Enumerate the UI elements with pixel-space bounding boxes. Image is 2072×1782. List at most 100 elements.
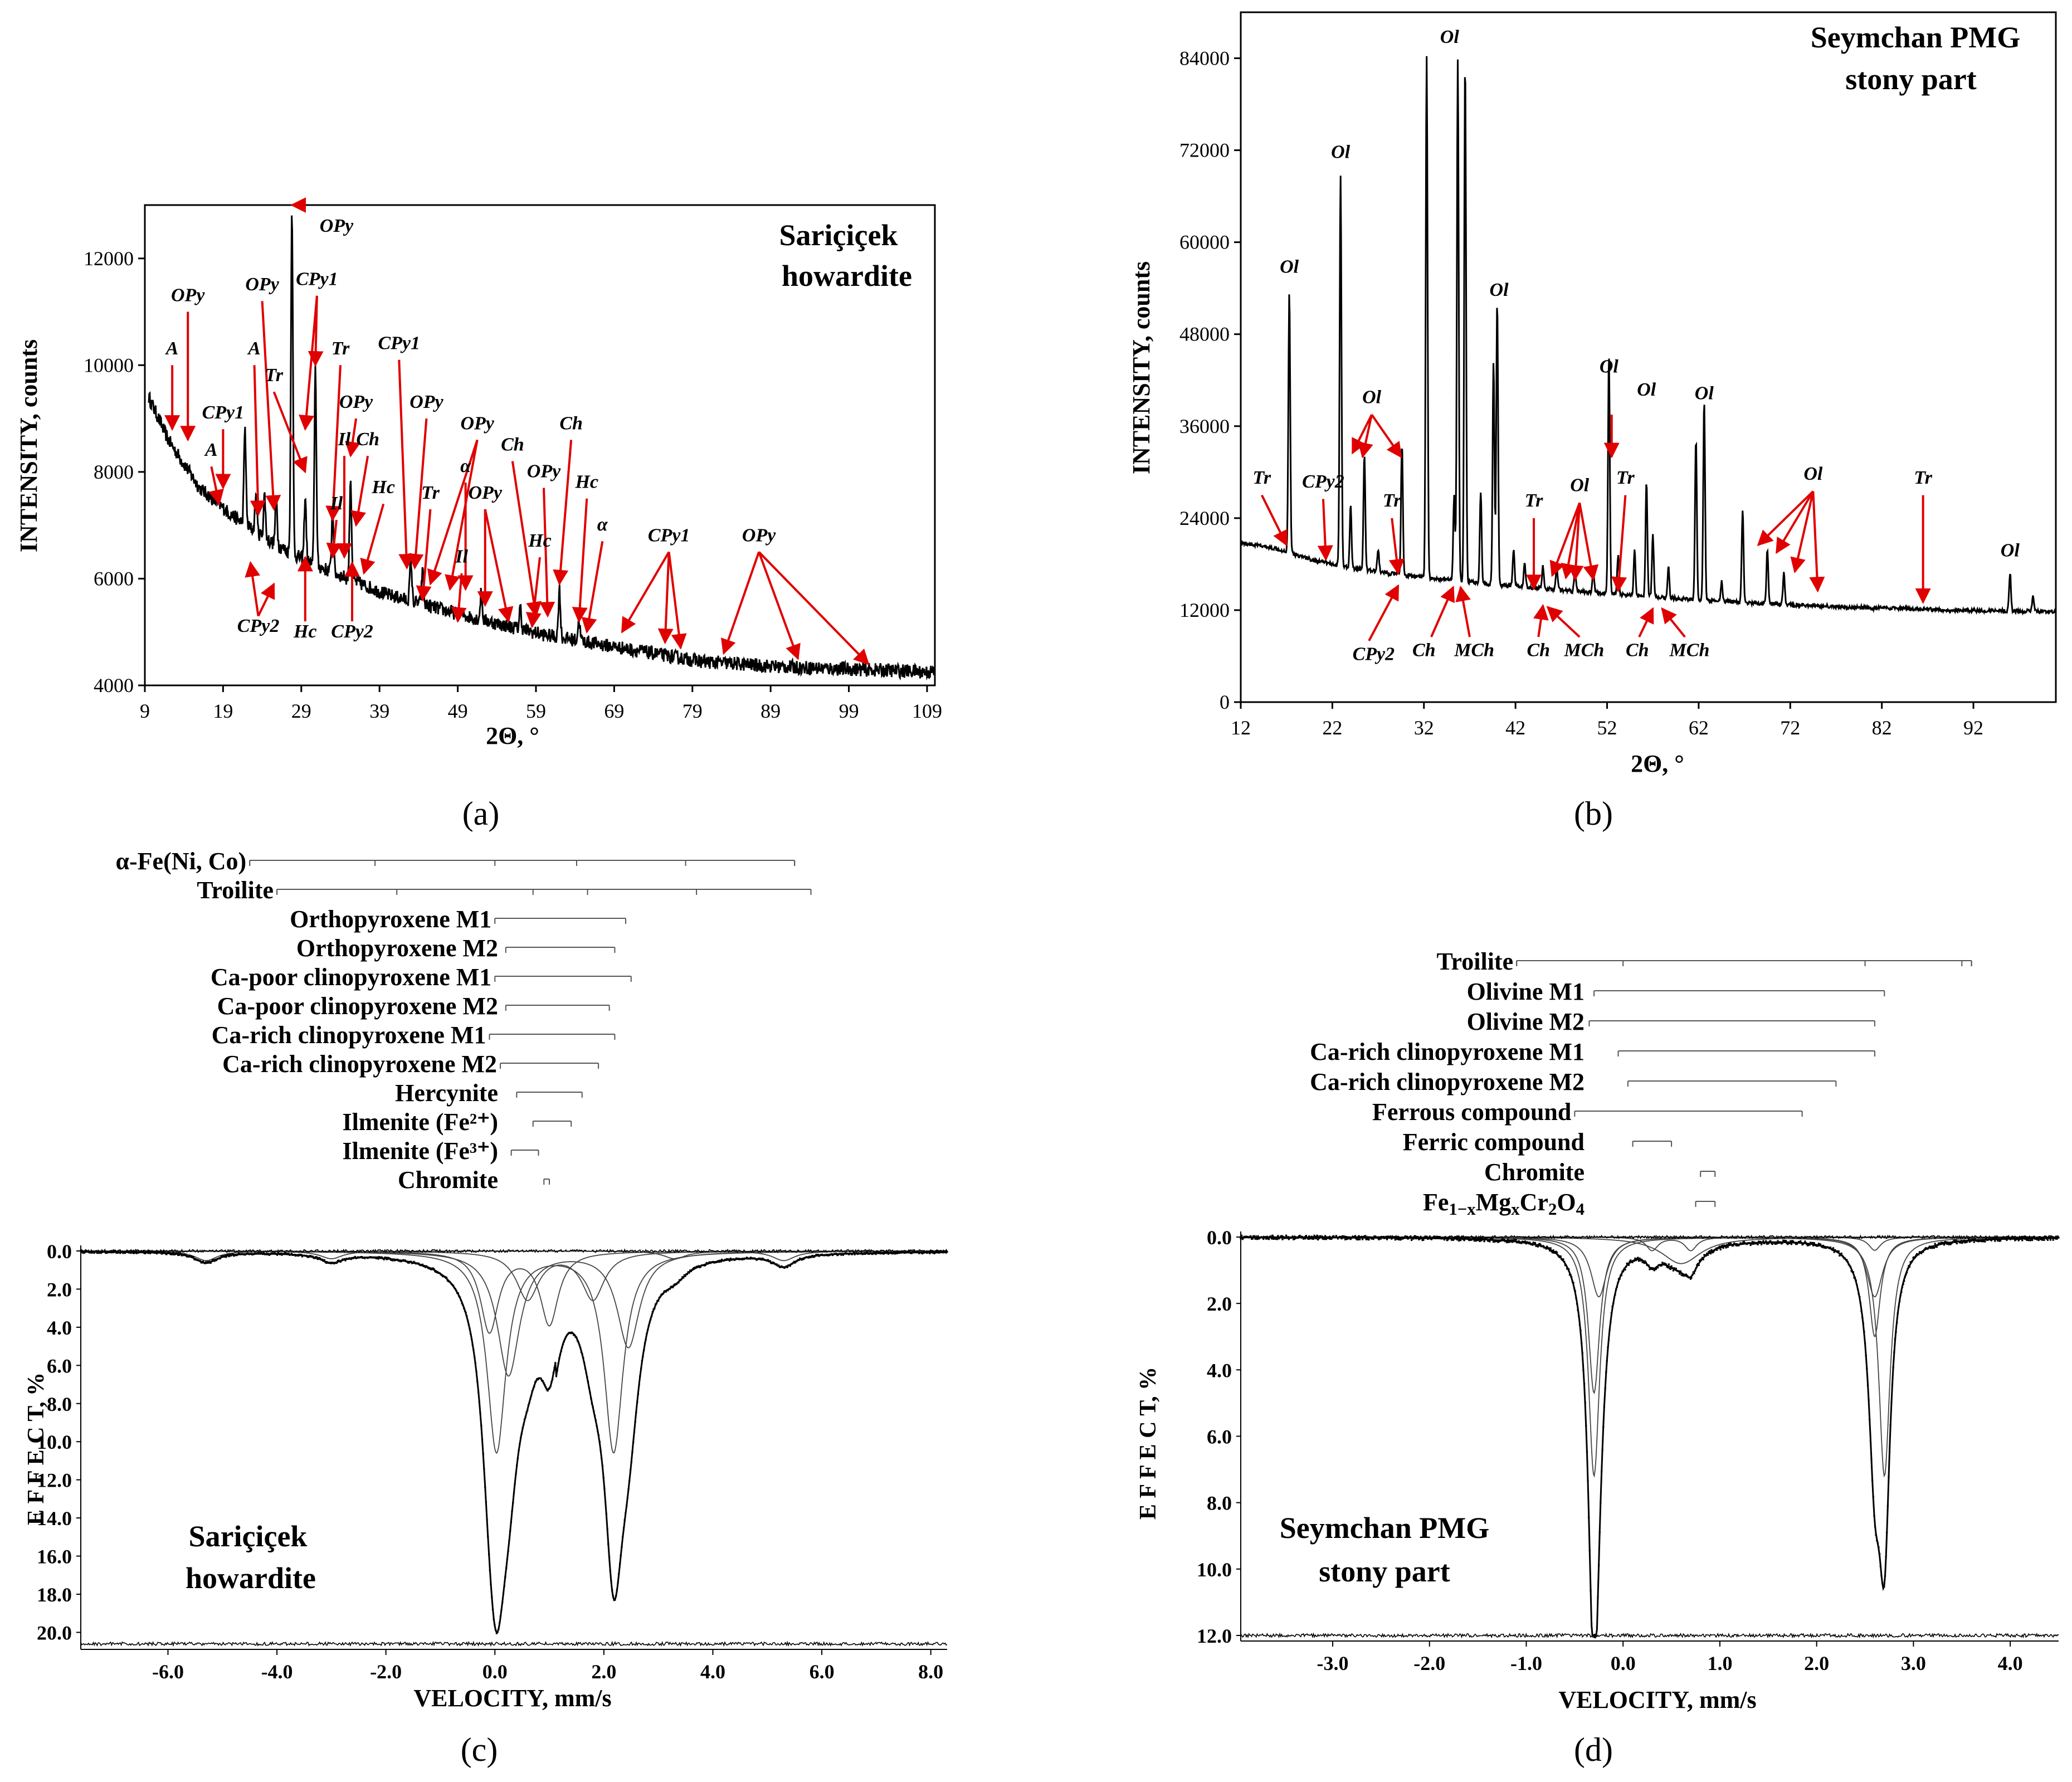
peak-arrow bbox=[525, 557, 542, 629]
peak-arrow bbox=[1430, 586, 1455, 637]
phase-label: Ol bbox=[1331, 142, 1351, 162]
peak-arrow bbox=[1757, 490, 1814, 546]
peak-arrow bbox=[360, 503, 385, 575]
x-tick-label: 3.0 bbox=[1901, 1652, 1926, 1674]
peak-arrow bbox=[1790, 491, 1815, 573]
phase-label: Tr bbox=[1383, 490, 1402, 511]
peak-arrow bbox=[326, 519, 342, 559]
phase-label: OPy bbox=[460, 413, 494, 434]
phase-label: Hc bbox=[293, 621, 317, 642]
x-tick-label: 99 bbox=[839, 700, 859, 722]
x-tick-label: 79 bbox=[682, 700, 703, 722]
y-tick-label: 0.0 bbox=[1207, 1226, 1232, 1249]
panel-label: (b) bbox=[1574, 795, 1613, 832]
phase-label: MCh bbox=[1454, 640, 1494, 660]
axis-ticks: 12 22 32 42 52 62 72 82 92 0 12000 24000 36000 48000 6… bbox=[1179, 47, 1983, 739]
x-tick-label: 82 bbox=[1872, 717, 1892, 739]
y-tick-label: 2.0 bbox=[1207, 1293, 1232, 1315]
phase-label: OPy bbox=[742, 525, 776, 546]
peak-arrow bbox=[445, 440, 479, 591]
peak-arrow bbox=[1578, 503, 1599, 581]
phase-label: MCh bbox=[1669, 640, 1710, 660]
phase-label: Ch bbox=[1412, 640, 1436, 660]
y-tick-label: 2.0 bbox=[47, 1278, 72, 1301]
x-tick-label: 8.0 bbox=[918, 1661, 943, 1683]
x-tick-label: 9 bbox=[140, 700, 150, 722]
legend-label-part: 1−x bbox=[1449, 1200, 1476, 1219]
panel-d: Troilite Olivine M1 Olivine M2 Ca-rich clin… bbox=[1135, 948, 2060, 1768]
chart-title-line2: stony part bbox=[1319, 1555, 1450, 1588]
phase-label: Tr bbox=[1616, 468, 1635, 488]
y-tick-label: 8.0 bbox=[47, 1393, 72, 1415]
peak-arrow bbox=[484, 509, 514, 623]
phase-label: CPy1 bbox=[202, 402, 245, 423]
phase-label: CPy2 bbox=[237, 616, 280, 636]
residual-line bbox=[1240, 1632, 2059, 1639]
x-tick-label: 49 bbox=[448, 700, 468, 722]
phase-label: Ol bbox=[1280, 257, 1299, 277]
peak-arrow bbox=[667, 552, 687, 650]
xrd-trace bbox=[1240, 56, 2057, 616]
residual-line bbox=[80, 1640, 948, 1647]
mossbauer-spectrum bbox=[80, 1248, 948, 1647]
peak-arrow bbox=[621, 551, 670, 634]
legend-label: Fe1−xMgxCr2O4 bbox=[1423, 1189, 1585, 1219]
legend-label: Ilmenite (Fe²⁺) bbox=[342, 1108, 498, 1136]
phase-label: OPy bbox=[245, 274, 279, 295]
phase-label: A bbox=[165, 338, 179, 359]
y-axis-label: INTENSITY, counts bbox=[15, 339, 42, 552]
phase-label: Ol bbox=[1440, 27, 1460, 47]
y-tick-label: 6000 bbox=[94, 567, 134, 590]
legend-label: Ca-rich clinopyroxene M1 bbox=[1310, 1038, 1585, 1065]
peak-arrow bbox=[261, 301, 281, 511]
y-tick-label: 20.0 bbox=[37, 1622, 72, 1644]
y-tick-label: 72000 bbox=[1179, 139, 1230, 162]
phase-label: Ol bbox=[1695, 383, 1714, 404]
x-tick-label: 32 bbox=[1414, 717, 1434, 739]
y-tick-label: 24000 bbox=[1179, 507, 1230, 529]
phase-label: Tr bbox=[331, 338, 350, 359]
peak-arrow bbox=[720, 551, 760, 655]
x-tick-label: 0.0 bbox=[482, 1661, 508, 1683]
y-tick-label: 0 bbox=[1220, 691, 1230, 713]
peak-arrow bbox=[1358, 414, 1373, 459]
y-tick-label: 48000 bbox=[1179, 323, 1230, 345]
x-tick-label: 22 bbox=[1322, 717, 1342, 739]
phase-label: A bbox=[247, 338, 261, 359]
x-tick-label: -6.0 bbox=[152, 1661, 184, 1683]
peak-arrow bbox=[1371, 414, 1402, 459]
x-tick-label: 92 bbox=[1963, 717, 1983, 739]
x-tick-label: 62 bbox=[1689, 717, 1709, 739]
y-tick-label: 0.0 bbox=[47, 1240, 72, 1263]
peak-arrow bbox=[1368, 584, 1400, 641]
legend-label: Olivine M2 bbox=[1467, 1008, 1585, 1035]
chart-title-line1: Seymchan PMG bbox=[1811, 21, 2020, 54]
phase-label: CPy2 bbox=[331, 621, 373, 642]
component-legend: α-Fe(Ni, Co)Troilite Orthopyroxene M1Orth… bbox=[115, 848, 812, 1194]
x-tick-label: 2.0 bbox=[1804, 1652, 1829, 1674]
x-tick-label: 19 bbox=[213, 700, 233, 722]
peak-arrow bbox=[1809, 491, 1825, 593]
phase-label: OPy bbox=[409, 392, 443, 412]
panel-b: Seymchan PMG stony part INTENSITY, count… bbox=[1128, 11, 2057, 832]
peak-arrow bbox=[1388, 518, 1405, 575]
phase-label: Ol bbox=[1362, 387, 1382, 408]
component-curve bbox=[1241, 1236, 2059, 1478]
legend-label: Troilite bbox=[1436, 948, 1513, 975]
phase-label: Ol bbox=[1570, 475, 1590, 496]
peak-arrow bbox=[250, 365, 266, 517]
y-tick-label: 10.0 bbox=[37, 1431, 72, 1453]
x-tick-label: -3.0 bbox=[1317, 1652, 1349, 1674]
phase-label: Ol bbox=[1600, 357, 1619, 377]
data-points bbox=[1240, 1234, 2060, 1639]
plot-frame bbox=[1240, 11, 2057, 703]
panel-label: (a) bbox=[462, 795, 500, 832]
phase-label: Hc bbox=[528, 530, 552, 551]
peak-arrow bbox=[539, 488, 555, 618]
phase-label: MCh bbox=[1564, 640, 1605, 660]
peak-arrow bbox=[553, 440, 573, 586]
x-axis-label: 2Θ, ° bbox=[1631, 750, 1684, 777]
legend-label-part: Fe bbox=[1423, 1189, 1449, 1216]
